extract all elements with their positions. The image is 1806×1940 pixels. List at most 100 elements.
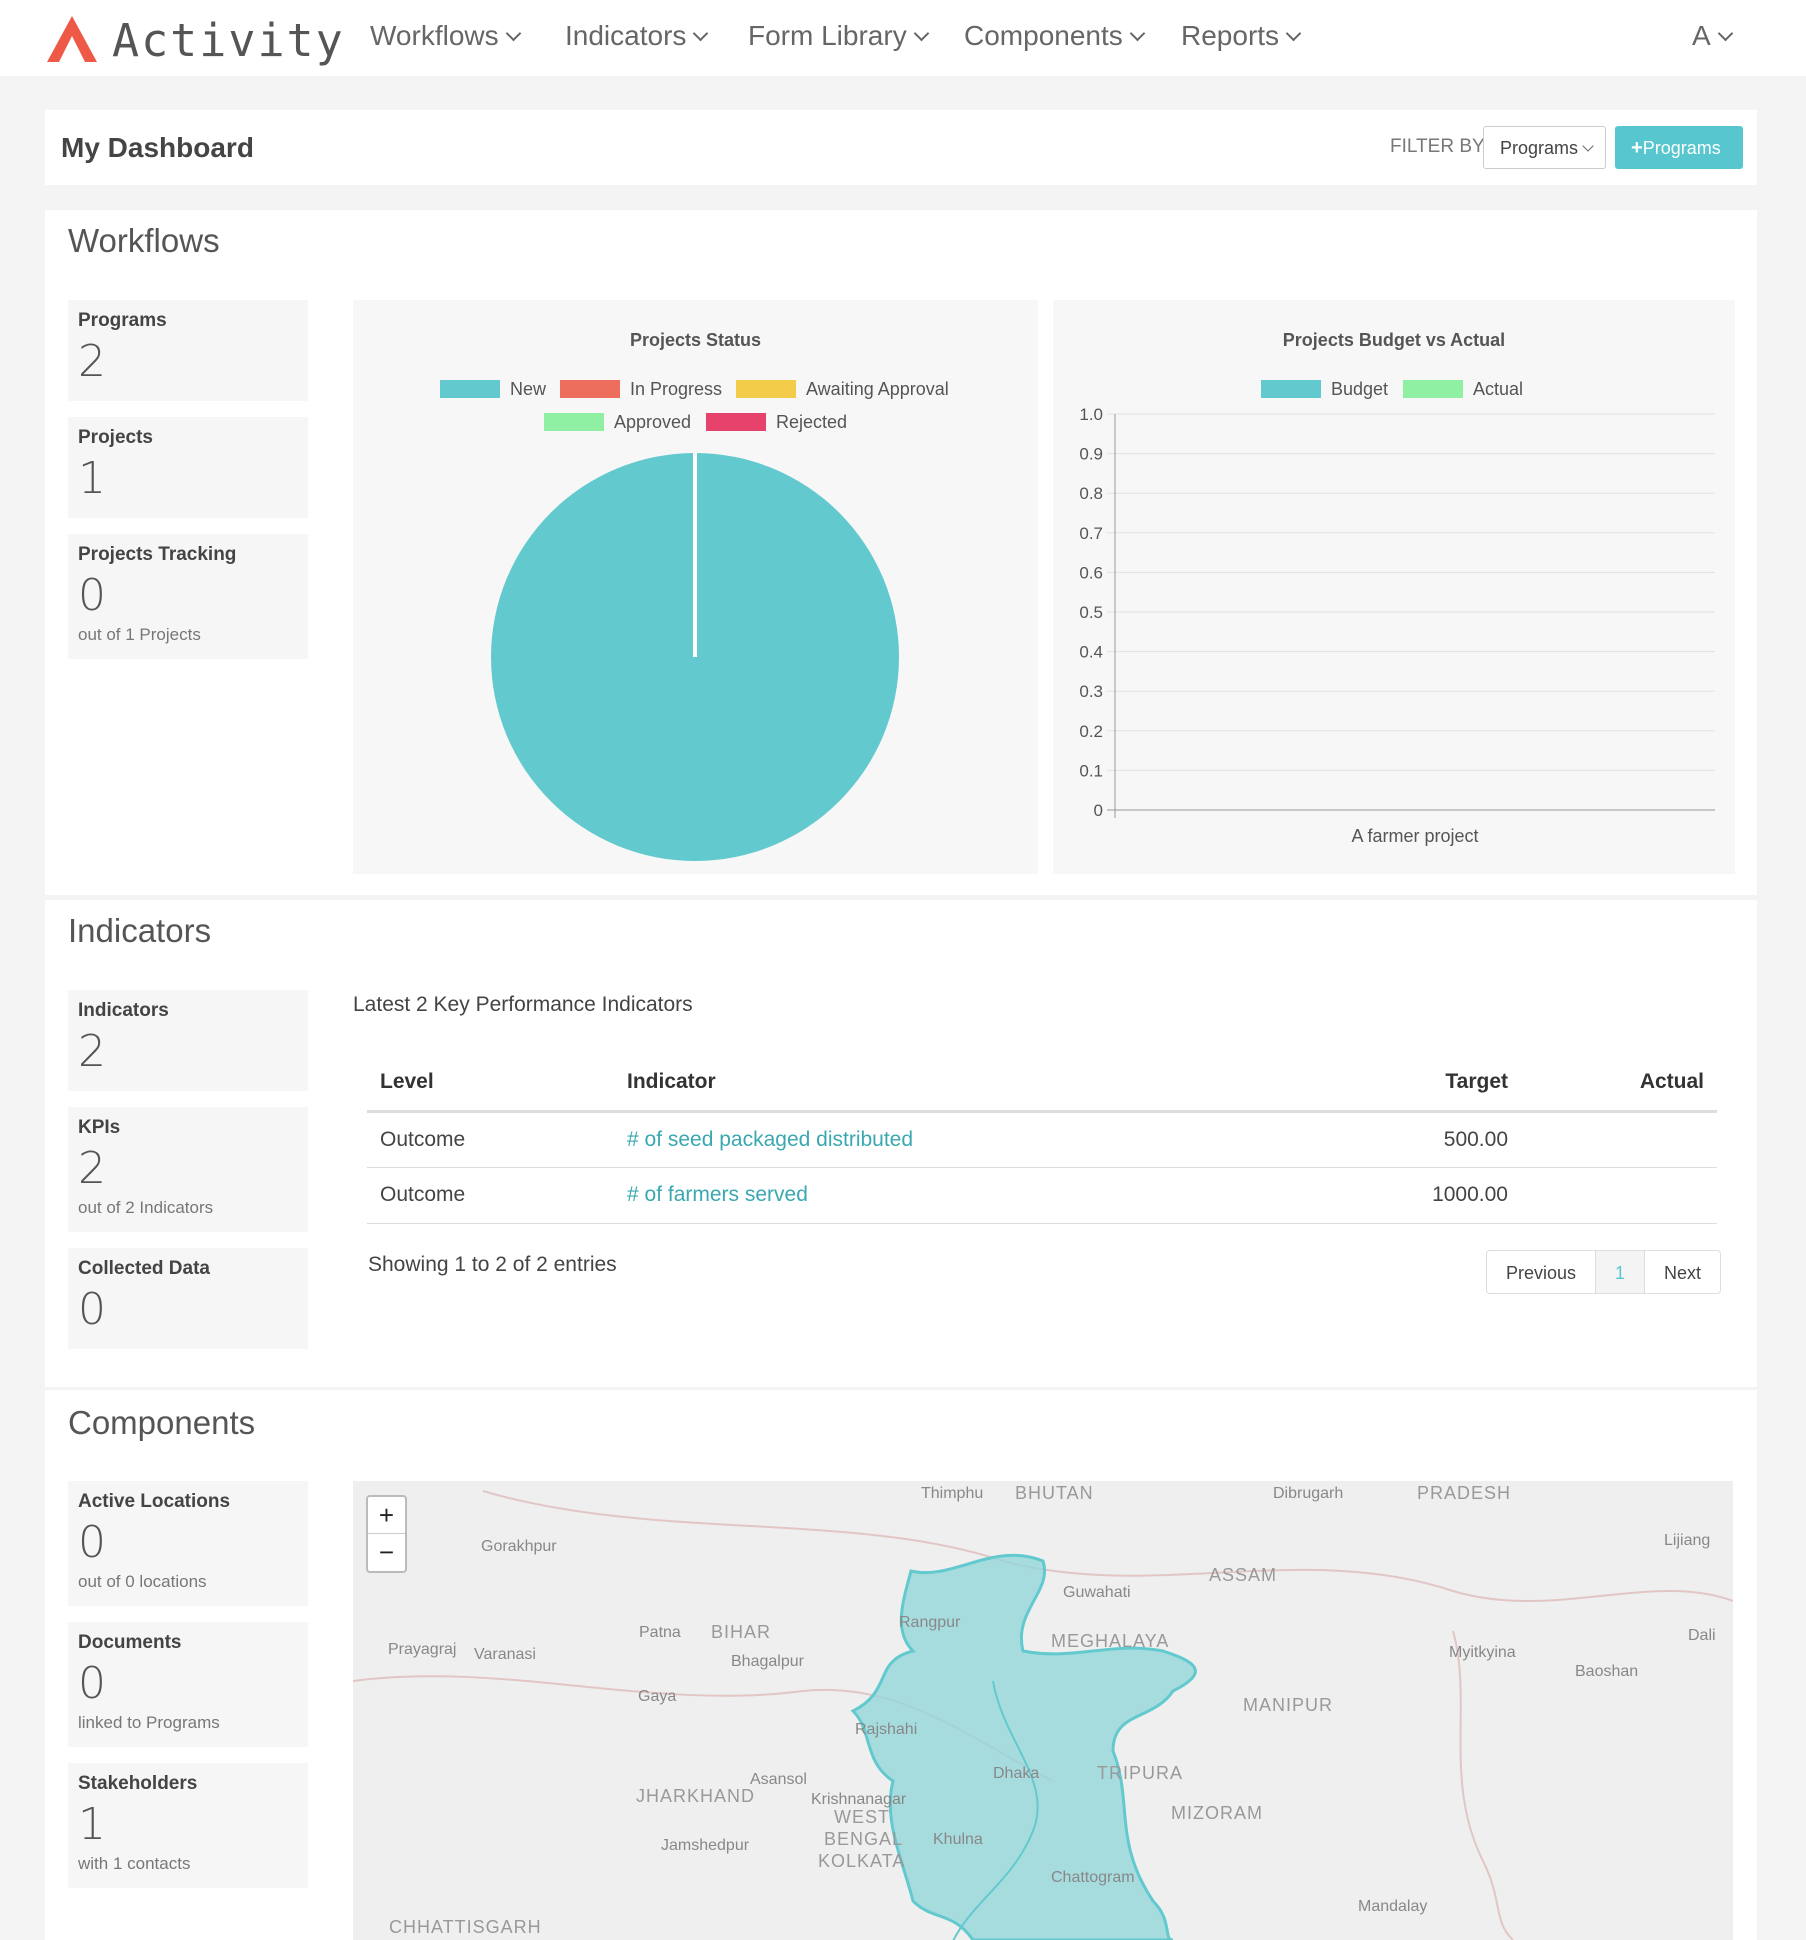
map-label: JHARKHAND [636, 1786, 756, 1806]
nav-form-library-label: Form Library [748, 20, 907, 51]
cell-target: 500.00 [1321, 1111, 1521, 1168]
stat-label: Programs [78, 310, 167, 331]
cell-level: Outcome [367, 1167, 614, 1224]
map-label: WEST [834, 1807, 890, 1827]
stat-label: Indicators [78, 1000, 169, 1021]
stat-label: Projects Tracking [78, 544, 237, 565]
map-shapes [353, 1481, 1733, 1940]
legend-swatch [706, 413, 766, 431]
nav-form-library[interactable]: Form Library [748, 20, 929, 52]
legend-actual[interactable]: Actual [1403, 379, 1523, 401]
add-program-button[interactable]: +Programs [1615, 126, 1743, 169]
page-title: My Dashboard [61, 132, 254, 163]
map-label: Rajshahi [855, 1721, 918, 1738]
stat-projects-tracking[interactable]: Projects Tracking 0 out of 1 Projects [68, 534, 308, 659]
map-label: Guwahati [1063, 1584, 1131, 1601]
nav-indicators-label: Indicators [565, 20, 687, 51]
stat-collected-data[interactable]: Collected Data 0 [68, 1248, 308, 1349]
stat-documents[interactable]: Documents 0 linked to Programs [68, 1622, 308, 1747]
indicator-link[interactable]: # of farmers served [627, 1183, 808, 1206]
pagination-next[interactable]: Next [1644, 1251, 1720, 1293]
user-initial: A [1692, 20, 1711, 51]
zoom-out-button[interactable]: − [378, 1537, 395, 1567]
filter-programs-dropdown[interactable]: Programs [1483, 126, 1606, 169]
legend-label: Awaiting Approval [806, 379, 949, 399]
stat-sub: out of 1 Projects [78, 625, 201, 644]
stat-kpis[interactable]: KPIs 2 out of 2 Indicators [68, 1107, 308, 1232]
pagination-page-1[interactable]: 1 [1595, 1251, 1645, 1293]
col-target[interactable]: Target [1321, 1055, 1521, 1113]
table-row: Outcome # of seed packaged distributed 5… [367, 1111, 1717, 1168]
map-label: Gorakhpur [481, 1538, 557, 1555]
map-label: ASSAM [1209, 1565, 1278, 1585]
user-menu[interactable]: A [1692, 20, 1733, 52]
cell-target: 1000.00 [1321, 1167, 1521, 1224]
y-tick-label: 0.8 [1079, 484, 1103, 503]
zoom-in-button[interactable]: + [368, 1497, 405, 1534]
nav-workflows[interactable]: Workflows [370, 20, 521, 52]
stat-indicators[interactable]: Indicators 2 [68, 990, 308, 1091]
locations-map[interactable]: Thimphu BHUTAN Dibrugarh PRADESH Lijiang… [353, 1481, 1733, 1940]
legend-rejected[interactable]: Rejected [706, 412, 847, 434]
legend-new[interactable]: New [440, 379, 546, 401]
legend-approved[interactable]: Approved [544, 412, 691, 434]
map-label: CHHATTISGARH [389, 1917, 542, 1937]
chart-title: Projects Status [629, 330, 762, 350]
activity-logo-icon[interactable] [45, 14, 99, 64]
brand-name[interactable]: Activity [112, 14, 345, 67]
map-label: TRIPURA [1097, 1763, 1184, 1783]
map-label: Patna [639, 1624, 681, 1641]
legend-label: Budget [1331, 379, 1389, 399]
legend-swatch [560, 380, 620, 398]
legend-awaiting-approval[interactable]: Awaiting Approval [736, 379, 949, 401]
nav-reports[interactable]: Reports [1181, 20, 1302, 52]
nav-components[interactable]: Components [964, 20, 1146, 52]
cell-actual [1521, 1167, 1717, 1224]
y-tick-label: 0.7 [1079, 524, 1103, 543]
map-label: Varanasi [474, 1646, 536, 1663]
map-label: BENGAL [824, 1829, 904, 1849]
stat-label: Projects [78, 427, 153, 448]
chevron-down-icon [505, 25, 521, 42]
col-level[interactable]: Level [367, 1055, 614, 1113]
map-label: Myitkyina [1449, 1644, 1516, 1661]
cell-actual [1521, 1111, 1717, 1168]
indicator-link[interactable]: # of seed packaged distributed [627, 1127, 914, 1151]
y-tick-label: 0.6 [1079, 563, 1103, 582]
legend-budget[interactable]: Budget [1261, 379, 1388, 401]
map-label: Dhaka [993, 1765, 1040, 1782]
filter-value: Programs [1500, 138, 1579, 158]
map-label: Dali [1688, 1627, 1716, 1644]
chart-title: Projects Budget vs Actual [1282, 330, 1506, 350]
x-tick-label: A farmer project [1351, 826, 1478, 846]
map-label: Asansol [750, 1771, 807, 1788]
stat-value: 2 [78, 1143, 106, 1194]
stat-projects[interactable]: Projects 1 [68, 417, 308, 518]
col-indicator[interactable]: Indicator [614, 1055, 1321, 1113]
stat-label: Documents [78, 1632, 182, 1653]
stat-value: 1 [78, 453, 106, 504]
map-label: Chattogram [1051, 1869, 1135, 1886]
legend-label: Actual [1473, 379, 1524, 399]
cell-indicator: # of farmers served [614, 1167, 1321, 1224]
nav-components-label: Components [964, 20, 1123, 51]
stat-active-locations[interactable]: Active Locations 0 out of 0 locations [68, 1481, 308, 1606]
kpi-table: Level Indicator Target Actual Outcome # … [367, 1055, 1717, 1224]
y-tick-label: 0.9 [1079, 445, 1103, 464]
map-label: Baoshan [1575, 1663, 1639, 1680]
nav-indicators[interactable]: Indicators [565, 20, 709, 52]
nav-reports-label: Reports [1181, 20, 1280, 51]
y-tick-label: 0.1 [1079, 761, 1103, 780]
map-label: KOLKATA [818, 1851, 906, 1871]
stat-programs[interactable]: Programs 2 [68, 300, 308, 401]
plus-icon: + [1631, 137, 1643, 159]
pagination-previous[interactable]: Previous [1506, 1263, 1577, 1283]
map-label: Dibrugarh [1273, 1485, 1344, 1502]
nav-workflows-label: Workflows [370, 20, 499, 51]
chevron-down-icon [693, 25, 709, 42]
stat-value: 2 [78, 1026, 106, 1077]
col-actual[interactable]: Actual [1521, 1055, 1717, 1113]
stat-stakeholders[interactable]: Stakeholders 1 with 1 contacts [68, 1763, 308, 1888]
bar-chart-svg: 1.0 0.9 0.8 0.7 0.6 0.5 0.4 0.3 0.2 0.1 0 A farmer … [1079, 405, 1715, 846]
legend-in-progress[interactable]: In Progress [560, 379, 722, 401]
